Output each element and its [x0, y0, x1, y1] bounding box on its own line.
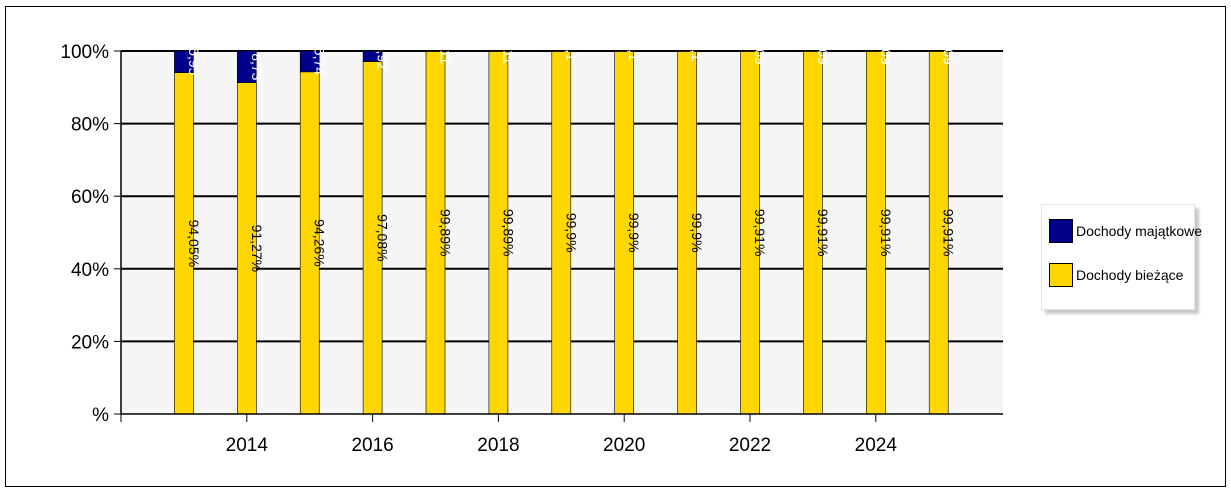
bar-dochody-majatkowe: [740, 50, 760, 52]
x-tick-label: 2018: [477, 435, 519, 456]
bar-label-dochody-biezace: 99,91%: [815, 209, 831, 256]
bar-label-dochody-biezace: 99,89%: [500, 209, 516, 256]
bar-label-dochody-majatkowe: 0,11: [500, 38, 516, 64]
bar-label-dochody-biezace: 99,9%: [626, 213, 642, 253]
x-tick-label: 2020: [603, 435, 645, 456]
legend-item-dochody-biezace: Dochody bieżące: [1049, 263, 1183, 287]
legend: Dochody majątkowe Dochody bieżące: [1041, 204, 1202, 310]
x-tick-label: 2016: [351, 435, 393, 456]
bar-label-dochody-majatkowe: 0,11: [438, 38, 454, 64]
x-tick-label: 2024: [855, 435, 898, 456]
legend-item-dochody-majatkowe: Dochody majątkowe: [1049, 219, 1202, 243]
bar-label-dochody-biezace: 99,91%: [752, 209, 768, 256]
bar-dochody-majatkowe: [488, 50, 509, 52]
bar-label-dochody-majatkowe: 0,09: [941, 38, 957, 65]
legend-label-dochody-majatkowe: Dochody majątkowe: [1076, 223, 1203, 239]
bar-label-dochody-biezace: 97,08%: [375, 214, 391, 261]
bar-dochody-majatkowe: [677, 50, 697, 52]
bar-label-dochody-biezace: 94,05%: [186, 220, 202, 267]
bar-label-dochody-biezace: 99,89%: [438, 209, 454, 256]
bar-label-dochody-majatkowe: 5,74: [312, 48, 328, 75]
y-tick-label: %: [92, 405, 109, 426]
bar-label-dochody-biezace: 99,9%: [689, 213, 705, 253]
bar-dochody-majatkowe: [551, 50, 572, 52]
y-tick-label: 20%: [71, 332, 109, 353]
y-tick-label: 80%: [71, 115, 109, 136]
bar-dochody-majatkowe: [614, 50, 635, 52]
bar-dochody-majatkowe: [174, 50, 194, 73]
legend-swatch-dochody-majatkowe: [1049, 219, 1073, 243]
x-tick-label: 2014: [226, 435, 269, 456]
x-tick-label: 2022: [729, 435, 771, 456]
bar-label-dochody-biezace: 99,91%: [941, 209, 957, 256]
bar-label-dochody-biezace: 94,26%: [312, 219, 328, 266]
bar-label-dochody-majatkowe: 0,09: [815, 38, 831, 65]
bar-label-dochody-majatkowe: 8,73: [249, 53, 265, 80]
bar-dochody-majatkowe: [362, 50, 383, 62]
bar-label-dochody-majatkowe: 0,1: [563, 41, 579, 61]
bar-dochody-majatkowe: [237, 50, 257, 83]
bar-dochody-majatkowe: [425, 50, 446, 52]
legend-label-dochody-biezace: Dochody bieżące: [1076, 267, 1184, 283]
y-tick-label: 60%: [71, 187, 109, 208]
y-tick-label: 40%: [71, 260, 109, 281]
bar-label-dochody-biezace: 91,27%: [249, 225, 265, 272]
bar-label-dochody-majatkowe: 2,92: [375, 43, 391, 70]
legend-swatch-dochody-biezace: [1049, 263, 1073, 287]
bar-dochody-majatkowe: [299, 50, 320, 73]
bar-label-dochody-majatkowe: 0,1: [689, 41, 705, 61]
bar-label-dochody-majatkowe: 5,95: [186, 48, 202, 75]
y-tick-label: 100%: [60, 42, 109, 63]
bar-dochody-majatkowe: [803, 50, 823, 52]
bar-label-dochody-majatkowe: 0,1: [626, 41, 642, 61]
axes: [120, 51, 1003, 415]
bar-dochody-majatkowe: [928, 50, 949, 52]
bars: 94,05% 5,95 91,27% 8,73 94,26% 5,74 97,08% 2,92…: [174, 38, 957, 415]
bar-label-dochody-biezace: 99,91%: [878, 209, 894, 256]
bar-dochody-majatkowe: [865, 50, 886, 52]
bar-label-dochody-biezace: 99,9%: [563, 213, 579, 253]
bar-label-dochody-majatkowe: 0,09: [752, 38, 768, 65]
y-axis-ticks: % 20% 40% 60% 80% 100%: [60, 42, 121, 426]
bar-label-dochody-majatkowe: 0,09: [878, 38, 894, 65]
x-axis-ticks: 2014 2016 2018 2020 2022 2024: [120, 414, 898, 456]
